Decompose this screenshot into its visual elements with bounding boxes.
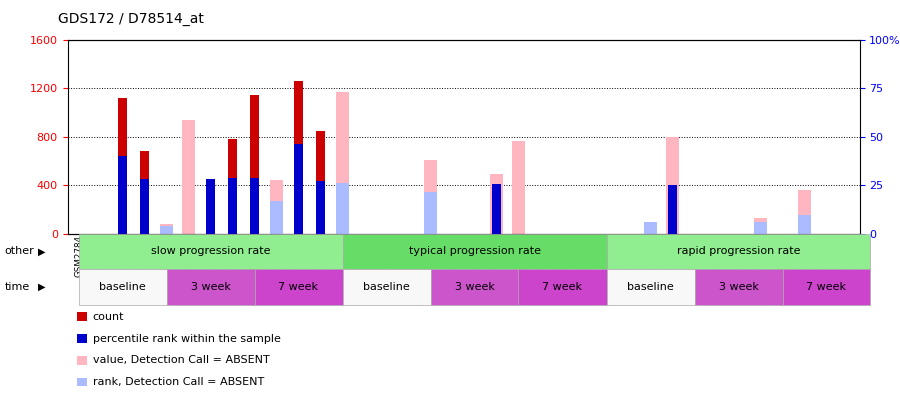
Bar	[798, 215, 811, 234]
Text: rank, Detection Call = ABSENT: rank, Detection Call = ABSENT	[93, 377, 264, 387]
Bar	[118, 156, 128, 234]
Bar	[425, 160, 436, 234]
Text: baseline: baseline	[363, 282, 410, 292]
Bar	[270, 180, 283, 234]
Text: 3 week: 3 week	[191, 282, 230, 292]
Bar	[118, 98, 128, 234]
Bar	[228, 139, 238, 234]
Bar	[425, 192, 436, 234]
Bar	[205, 179, 215, 234]
Bar	[754, 218, 767, 234]
Bar	[754, 221, 767, 234]
Bar	[183, 120, 194, 234]
Text: ▶: ▶	[38, 246, 45, 257]
Text: baseline: baseline	[99, 282, 146, 292]
Text: time: time	[4, 282, 30, 292]
Bar	[270, 201, 283, 234]
Bar	[293, 144, 303, 234]
Text: rapid progression rate: rapid progression rate	[677, 246, 800, 257]
Text: 7 week: 7 week	[543, 282, 582, 292]
Bar	[140, 179, 149, 234]
Bar	[491, 184, 501, 234]
Text: 7 week: 7 week	[278, 282, 319, 292]
Bar	[666, 137, 679, 234]
Text: value, Detection Call = ABSENT: value, Detection Call = ABSENT	[93, 355, 269, 366]
Bar	[160, 227, 173, 234]
Bar	[249, 178, 259, 234]
Text: 3 week: 3 week	[454, 282, 494, 292]
Bar	[249, 95, 259, 234]
Text: slow progression rate: slow progression rate	[150, 246, 270, 257]
Text: percentile rank within the sample: percentile rank within the sample	[93, 333, 281, 344]
Bar	[798, 190, 811, 234]
Text: other: other	[4, 246, 34, 257]
Bar	[160, 224, 173, 234]
Bar	[293, 81, 303, 234]
Bar	[491, 174, 502, 234]
Bar	[512, 141, 525, 234]
Bar	[316, 131, 326, 234]
Text: GDS172 / D78514_at: GDS172 / D78514_at	[58, 12, 204, 26]
Text: count: count	[93, 312, 124, 322]
Text: 7 week: 7 week	[806, 282, 847, 292]
Text: ▶: ▶	[38, 282, 45, 292]
Bar	[140, 151, 149, 234]
Bar	[644, 221, 657, 234]
Bar	[668, 185, 678, 234]
Bar	[337, 183, 348, 234]
Bar	[337, 92, 348, 234]
Text: baseline: baseline	[627, 282, 674, 292]
Text: 3 week: 3 week	[718, 282, 759, 292]
Bar	[228, 178, 238, 234]
Bar	[316, 181, 326, 234]
Text: typical progression rate: typical progression rate	[409, 246, 541, 257]
